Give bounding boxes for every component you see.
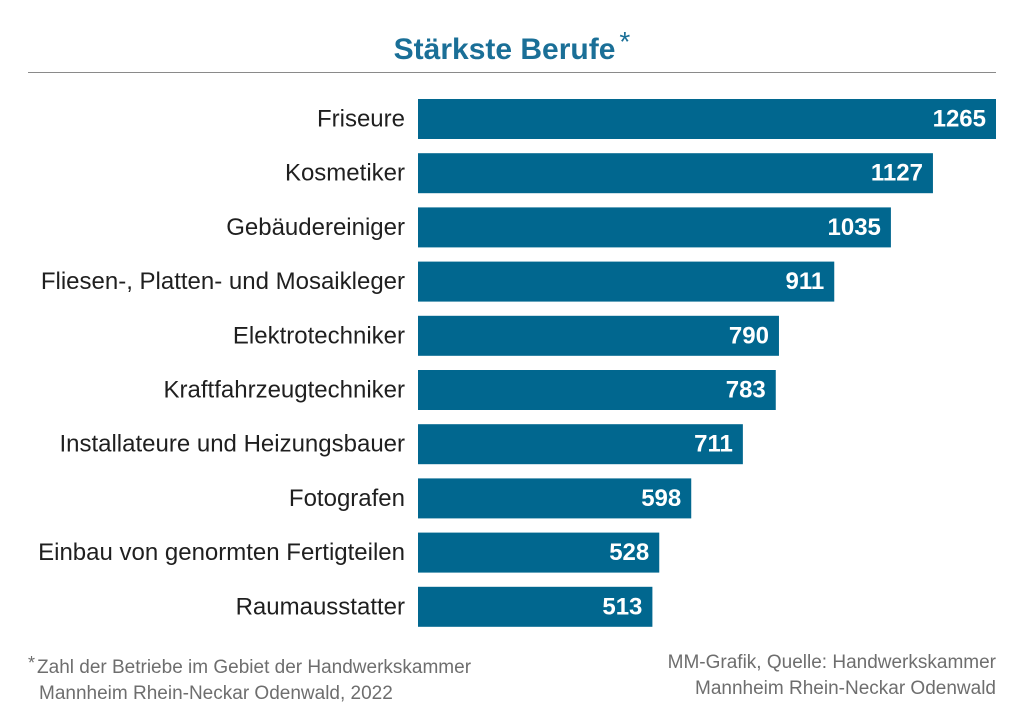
bar (418, 424, 743, 465)
bar (418, 370, 776, 410)
title-asterisk: * (619, 26, 631, 57)
title-text: Stärkste Berufe (393, 33, 616, 66)
category-label: Elektrotechniker (233, 322, 405, 349)
bar-chart: Friseure 1265 Kosmetiker 1127 Gebäudereinige… (38, 99, 996, 627)
chart-title: Stärkste Berufe * (0, 22, 1024, 70)
source-line-2: Mannheim Rhein-Neckar Odenwald (695, 678, 996, 699)
category-label: Fliesen-, Platten- und Mosaikleger (41, 268, 405, 295)
category-label: Kraftfahrzeugtechniker (164, 377, 405, 404)
value-label: 598 (641, 485, 681, 512)
value-label: 1265 (933, 106, 986, 133)
bar (418, 261, 835, 302)
category-label: Kosmetiker (285, 160, 405, 187)
footnote-text-1: Zahl der Betriebe im Gebiet der Handwerk… (37, 657, 472, 678)
value-label: 783 (726, 377, 766, 404)
value-label: 1035 (828, 214, 881, 241)
bar (418, 99, 996, 139)
category-label: Installateure und Heizungsbauer (59, 431, 405, 458)
value-label: 513 (602, 593, 642, 620)
title-divider (28, 72, 996, 73)
bar (418, 153, 933, 194)
category-label: Friseure (317, 106, 405, 133)
bar (418, 532, 660, 573)
footnote: * Zahl der Betriebe im Gebiet der Handwer… (28, 650, 471, 707)
value-label: 528 (609, 539, 649, 566)
bar (418, 478, 692, 519)
value-label: 711 (694, 431, 733, 458)
value-label: 911 (786, 268, 825, 295)
category-label: Raumausstatter (236, 593, 405, 620)
footnote-line-2: Mannheim Rhein-Neckar Odenwald, 2022 (39, 683, 393, 704)
bar (418, 586, 653, 627)
value-label: 1127 (871, 160, 923, 187)
bar (418, 315, 779, 356)
value-label: 790 (729, 322, 769, 349)
source-line-1: MM-Grafik, Quelle: Handwerkskammer (667, 652, 996, 673)
footnote-line-1: * Zahl der Betriebe im Gebiet der Handwer… (28, 650, 471, 681)
category-label: Fotografen (289, 485, 405, 512)
footnote-asterisk: * (28, 653, 36, 673)
category-label: Einbau von genormten Fertigteilen (38, 539, 405, 566)
source-credit: MM-Grafik, Quelle: Handwerkskammer Mannh… (668, 650, 996, 702)
bar (418, 207, 891, 248)
category-label: Gebäudereiniger (226, 214, 405, 241)
